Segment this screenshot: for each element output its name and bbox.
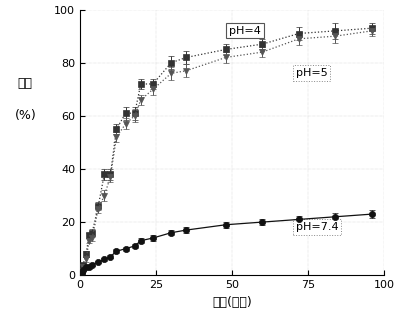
X-axis label: 时间(小时): 时间(小时) — [212, 296, 252, 308]
Text: 释放: 释放 — [18, 77, 33, 91]
Text: pH=7.4: pH=7.4 — [296, 222, 338, 232]
Text: (%): (%) — [14, 109, 36, 122]
Text: pH=5: pH=5 — [296, 68, 328, 78]
Text: pH=4: pH=4 — [229, 26, 261, 36]
